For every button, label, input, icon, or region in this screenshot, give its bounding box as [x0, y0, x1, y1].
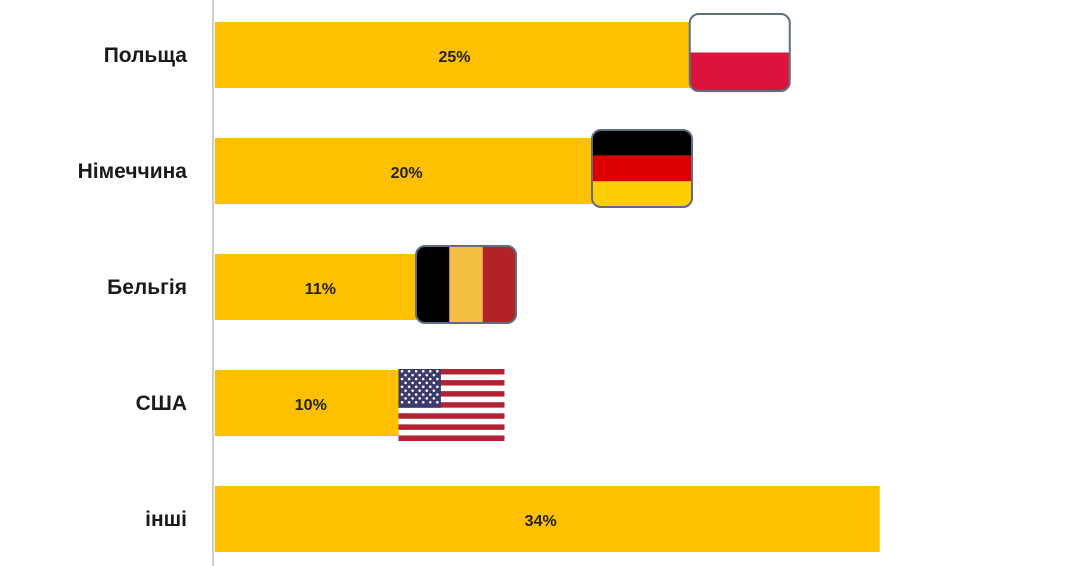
data-label: 20%: [391, 165, 423, 182]
data-label: 25%: [438, 49, 470, 66]
category-label: Німеччина: [78, 160, 188, 183]
poland-flag-icon: [688, 13, 791, 92]
germany-flag-icon: [591, 129, 693, 208]
category-label: інші: [145, 508, 187, 531]
bar: [215, 22, 704, 88]
bar: [215, 486, 880, 552]
usa-flag-icon: [398, 369, 505, 441]
bar: [215, 254, 431, 320]
category-label: США: [136, 392, 187, 415]
belgium-flag-icon: [415, 245, 518, 324]
bar: [215, 138, 606, 204]
data-label: 11%: [305, 281, 336, 298]
data-label: 34%: [525, 513, 557, 530]
bar: [215, 370, 411, 436]
category-label: Бельгія: [107, 276, 187, 299]
data-label: 10%: [295, 397, 327, 414]
category-label: Польща: [104, 44, 188, 67]
